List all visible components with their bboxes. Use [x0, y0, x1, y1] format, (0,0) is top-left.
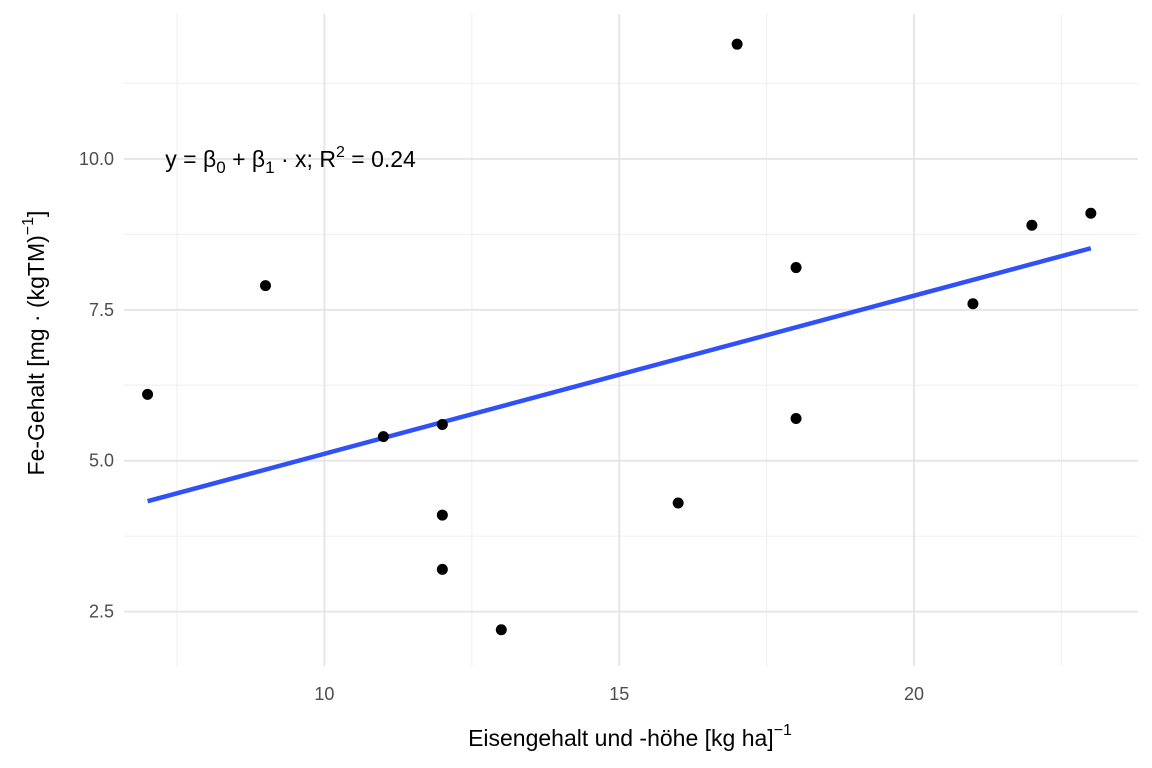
- x-tick-label: 20: [904, 684, 924, 704]
- data-point: [259, 280, 271, 292]
- data-points: [142, 38, 1097, 636]
- data-point: [790, 412, 802, 424]
- data-point: [436, 563, 448, 575]
- regression-line-group: [146, 246, 1092, 504]
- data-point: [790, 262, 802, 274]
- x-axis-tick-labels: 10 15 20: [314, 684, 924, 704]
- minor-grid: [124, 14, 1138, 666]
- data-point: [436, 419, 448, 431]
- data-point: [377, 431, 389, 443]
- data-point: [1026, 219, 1038, 231]
- y-axis-tick-labels: 2.5 5.0 7.5 10.0: [79, 149, 114, 622]
- y-tick-label: 2.5: [89, 602, 114, 622]
- major-grid: [124, 14, 1138, 666]
- regression-equation: y = β0 + β1 · x; R2 = 0.24: [165, 144, 416, 177]
- data-point: [731, 38, 743, 50]
- y-tick-label: 7.5: [89, 300, 114, 320]
- x-tick-label: 15: [609, 684, 629, 704]
- data-point: [142, 388, 154, 400]
- x-axis-title: Eisengehalt und -höhe [kg ha]−1: [468, 722, 792, 751]
- data-point: [495, 624, 507, 636]
- regression-line: [146, 246, 1092, 504]
- y-tick-label: 5.0: [89, 451, 114, 471]
- data-point: [967, 298, 979, 310]
- data-point: [1085, 207, 1097, 219]
- y-axis-title: Fe-Gehalt [mg · (kgTM)−1]: [20, 211, 49, 476]
- x-tick-label: 10: [314, 684, 334, 704]
- data-point: [436, 509, 448, 521]
- y-tick-label: 10.0: [79, 149, 114, 169]
- data-point: [672, 497, 684, 509]
